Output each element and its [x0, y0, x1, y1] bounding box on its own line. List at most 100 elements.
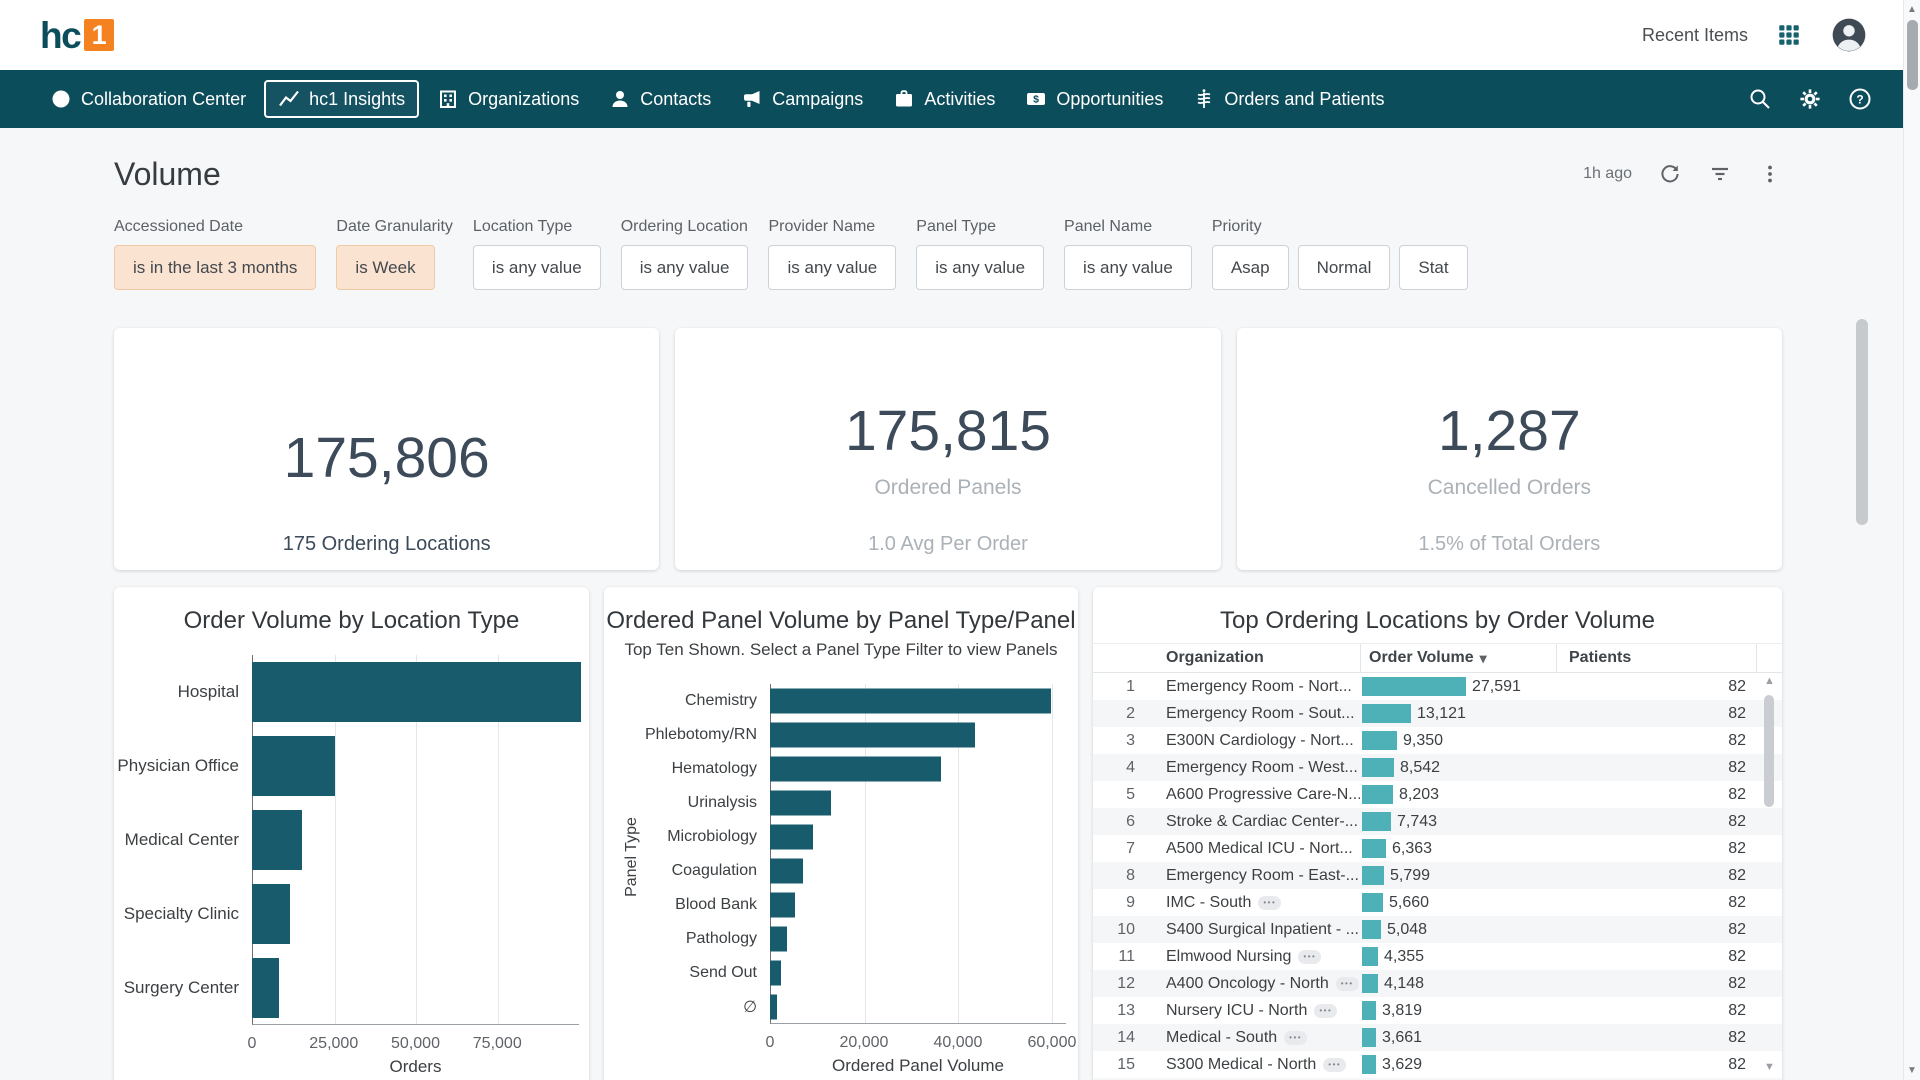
- filter-chip-stat[interactable]: Stat: [1399, 245, 1468, 290]
- table-row-2[interactable]: 2 Emergency Room - Sout... 13,121 82: [1093, 700, 1782, 727]
- search-icon[interactable]: [1748, 87, 1772, 111]
- window-scrollbar[interactable]: ▲ ▼: [1903, 0, 1920, 1080]
- volume-bar: [1362, 974, 1378, 993]
- scrollbar-up-icon[interactable]: ▲: [1907, 4, 1917, 15]
- table-scrollbar[interactable]: ▲ ▼: [1762, 675, 1777, 1073]
- row-menu-icon[interactable]: •••: [1298, 949, 1322, 964]
- category-label: Coagulation: [671, 862, 757, 879]
- filter-chip-normal[interactable]: Normal: [1297, 245, 1391, 290]
- bar-row: Phlebotomy/RN: [604, 718, 1078, 752]
- filter-chip-asap[interactable]: Asap: [1211, 245, 1289, 290]
- help-icon[interactable]: ?: [1848, 87, 1872, 111]
- gear-icon[interactable]: [1798, 87, 1822, 111]
- kebab-menu-icon[interactable]: [1758, 162, 1782, 186]
- refresh-icon[interactable]: [1658, 162, 1682, 186]
- filter-label: Panel Type: [916, 218, 997, 235]
- bar-send-out[interactable]: [770, 960, 781, 986]
- bar-blood-bank[interactable]: [770, 892, 795, 918]
- bar-row: Hematology: [604, 752, 1078, 786]
- org-name: IMC - South •••: [1148, 894, 1360, 912]
- bar-pathology[interactable]: [770, 926, 787, 952]
- nav-item-opportunities[interactable]: $ Opportunities: [1013, 80, 1175, 118]
- bar-hematology[interactable]: [770, 756, 942, 782]
- apps-grid-icon[interactable]: [1776, 22, 1802, 48]
- scroll-down-icon[interactable]: ▼: [1764, 1061, 1775, 1073]
- row-menu-icon[interactable]: •••: [1323, 1057, 1347, 1072]
- bar-row: Coagulation: [604, 854, 1078, 888]
- bar-[interactable]: [770, 994, 777, 1020]
- chart-subtitle: Top Ten Shown. Select a Panel Type Filte…: [624, 640, 1058, 659]
- nav-item-label: Contacts: [640, 88, 712, 109]
- table-row-7[interactable]: 7 A500 Medical ICU - Nort... 6,363 82: [1093, 835, 1782, 862]
- filter-list-icon[interactable]: [1708, 162, 1732, 186]
- table-row-11[interactable]: 11 Elmwood Nursing ••• 4,355 82: [1093, 943, 1782, 970]
- col-organization[interactable]: Organization: [1166, 649, 1264, 666]
- nav-item-collaboration-center[interactable]: Collaboration Center: [38, 80, 258, 118]
- bar-hospital[interactable]: [252, 662, 581, 722]
- kpi-card-1: 175,806 175 Ordering Locations: [114, 328, 660, 570]
- col-order-volume[interactable]: Order Volume ▾: [1360, 644, 1556, 672]
- filter-chip-is-week[interactable]: is Week: [336, 245, 435, 290]
- scrollbar-down-icon[interactable]: ▼: [1907, 1065, 1917, 1076]
- table-row-9[interactable]: 9 IMC - South ••• 5,660 82: [1093, 889, 1782, 916]
- filter-bar: Accessioned Date is in the last 3 months…: [114, 218, 1782, 290]
- volume-value: 13,121: [1417, 704, 1466, 722]
- nav-item-hc1-insights[interactable]: hc1 Insights: [264, 80, 420, 118]
- hc1-logo[interactable]: hc 1: [40, 17, 115, 54]
- bar-surgery-center[interactable]: [252, 958, 279, 1018]
- dashboard-scrollbar-thumb[interactable]: [1856, 319, 1868, 525]
- row-menu-icon[interactable]: •••: [1284, 1030, 1308, 1045]
- window-scrollbar-thumb[interactable]: [1907, 20, 1918, 90]
- table-row-14[interactable]: 14 Medical - South ••• 3,661 82: [1093, 1024, 1782, 1051]
- table-row-1[interactable]: 1 Emergency Room - Nort... 27,591 82: [1093, 673, 1782, 700]
- nav-item-activities[interactable]: Activities: [881, 80, 1007, 118]
- nav-item-campaigns[interactable]: Campaigns: [729, 80, 875, 118]
- filter-chip-is-in-the-last-3-months[interactable]: is in the last 3 months: [114, 245, 317, 290]
- avatar[interactable]: [1830, 16, 1868, 54]
- row-rank: 15: [1117, 1055, 1135, 1073]
- table-row-12[interactable]: 12 A400 Oncology - North ••• 4,148 82: [1093, 970, 1782, 997]
- kpi-footer: 1.5% of Total Orders: [1418, 533, 1601, 555]
- table-row-13[interactable]: 13 Nursery ICU - North ••• 3,819 82: [1093, 997, 1782, 1024]
- recent-items-link[interactable]: Recent Items: [1641, 24, 1748, 45]
- bar-coagulation[interactable]: [770, 858, 803, 884]
- table-row-8[interactable]: 8 Emergency Room - East-... 5,799 82: [1093, 862, 1782, 889]
- table-row-15[interactable]: 15 S300 Medical - North ••• 3,629 82: [1093, 1051, 1782, 1078]
- bar-microbiology[interactable]: [770, 824, 814, 850]
- scroll-up-icon[interactable]: ▲: [1764, 675, 1775, 687]
- main-nav: Collaboration Center hc1 Insights Organi…: [0, 70, 1920, 128]
- axis-tick: 75,000: [472, 1035, 522, 1052]
- row-menu-icon[interactable]: •••: [1258, 895, 1282, 910]
- nav-item-organizations[interactable]: Organizations: [425, 80, 591, 118]
- bar-phlebotomy-rn[interactable]: [770, 722, 976, 748]
- filter-chip-is-any-value[interactable]: is any value: [620, 245, 749, 290]
- patients-value: 82: [1728, 947, 1746, 965]
- org-name: Emergency Room - West...: [1166, 758, 1358, 776]
- bar-medical-center[interactable]: [252, 810, 302, 870]
- bar-chemistry[interactable]: [770, 688, 1052, 714]
- patients-value: 82: [1728, 1055, 1746, 1073]
- nav-item-contacts[interactable]: Contacts: [597, 80, 723, 118]
- nav-item-label: Opportunities: [1056, 88, 1164, 109]
- table-row-16[interactable]: 16 E200N Rehab - North••• 3,124 82: [1093, 1078, 1782, 1080]
- table-row-10[interactable]: 10 S400 Surgical Inpatient - ... 5,048 8…: [1093, 916, 1782, 943]
- filter-chip-is-any-value[interactable]: is any value: [768, 245, 897, 290]
- col-patients[interactable]: Patients: [1556, 644, 1756, 672]
- table-title: Top Ordering Locations by Order Volume: [1220, 607, 1655, 634]
- row-menu-icon[interactable]: •••: [1335, 976, 1359, 991]
- category-label: Hematology: [671, 760, 757, 777]
- bar-specialty-clinic[interactable]: [252, 884, 291, 944]
- row-menu-icon[interactable]: •••: [1314, 1003, 1338, 1018]
- row-rank: 1: [1126, 677, 1135, 695]
- filter-chip-is-any-value[interactable]: is any value: [472, 245, 601, 290]
- table-row-3[interactable]: 3 E300N Cardiology - Nort... 9,350 82: [1093, 727, 1782, 754]
- filter-chip-is-any-value[interactable]: is any value: [916, 245, 1045, 290]
- bar-physician-office[interactable]: [252, 736, 335, 796]
- table-row-4[interactable]: 4 Emergency Room - West... 8,542 82: [1093, 754, 1782, 781]
- bar-urinalysis[interactable]: [770, 790, 832, 816]
- nav-item-orders-and-patients[interactable]: Orders and Patients: [1181, 80, 1396, 118]
- table-scrollbar-thumb[interactable]: [1764, 695, 1774, 807]
- table-row-5[interactable]: 5 A600 Progressive Care-N... 8,203 82: [1093, 781, 1782, 808]
- filter-chip-is-any-value[interactable]: is any value: [1064, 245, 1192, 290]
- table-row-6[interactable]: 6 Stroke & Cardiac Center-... 7,743 82: [1093, 808, 1782, 835]
